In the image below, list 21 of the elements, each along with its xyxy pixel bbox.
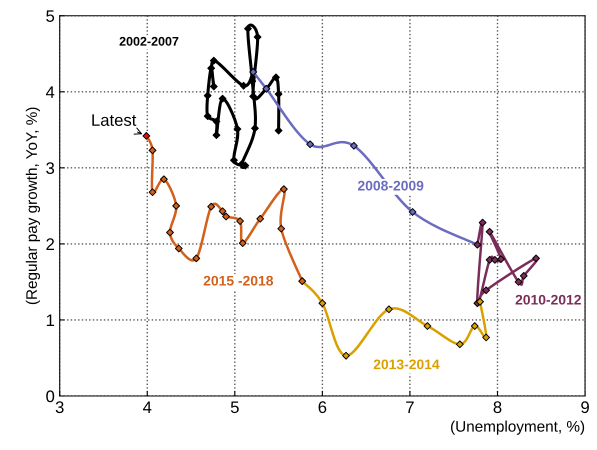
series-label: 2010-2012 bbox=[516, 294, 581, 305]
series-label: 2015 -2018 bbox=[204, 276, 274, 286]
series-label: 2013-2014 bbox=[374, 359, 440, 370]
x-axis-title: (Unemployment, %) bbox=[451, 420, 584, 435]
y-tick-label: 2 bbox=[46, 238, 54, 250]
x-tick-label: 4 bbox=[143, 401, 152, 413]
y-tick-label: 1 bbox=[46, 314, 54, 326]
x-tick-label: 3 bbox=[56, 401, 64, 414]
text: 2002-2007 bbox=[120, 36, 178, 46]
y-axis-title: (Regular pay growth, YoY, %) bbox=[26, 108, 40, 304]
y-tick-label: 3 bbox=[46, 162, 54, 174]
x-tick-label: 8 bbox=[494, 401, 502, 414]
x-tick-label: 7 bbox=[406, 401, 414, 413]
x-tick-label: 5 bbox=[230, 401, 239, 414]
series-label: 2008-2009 bbox=[358, 180, 424, 191]
annotation: Latest bbox=[92, 114, 136, 126]
y-tick-label: 4 bbox=[46, 86, 54, 98]
y-tick-label: 5 bbox=[46, 10, 54, 22]
y-tick-label: 0 bbox=[46, 390, 54, 402]
x-tick-label: 9 bbox=[581, 401, 589, 414]
x-tick-label: 6 bbox=[318, 401, 326, 414]
